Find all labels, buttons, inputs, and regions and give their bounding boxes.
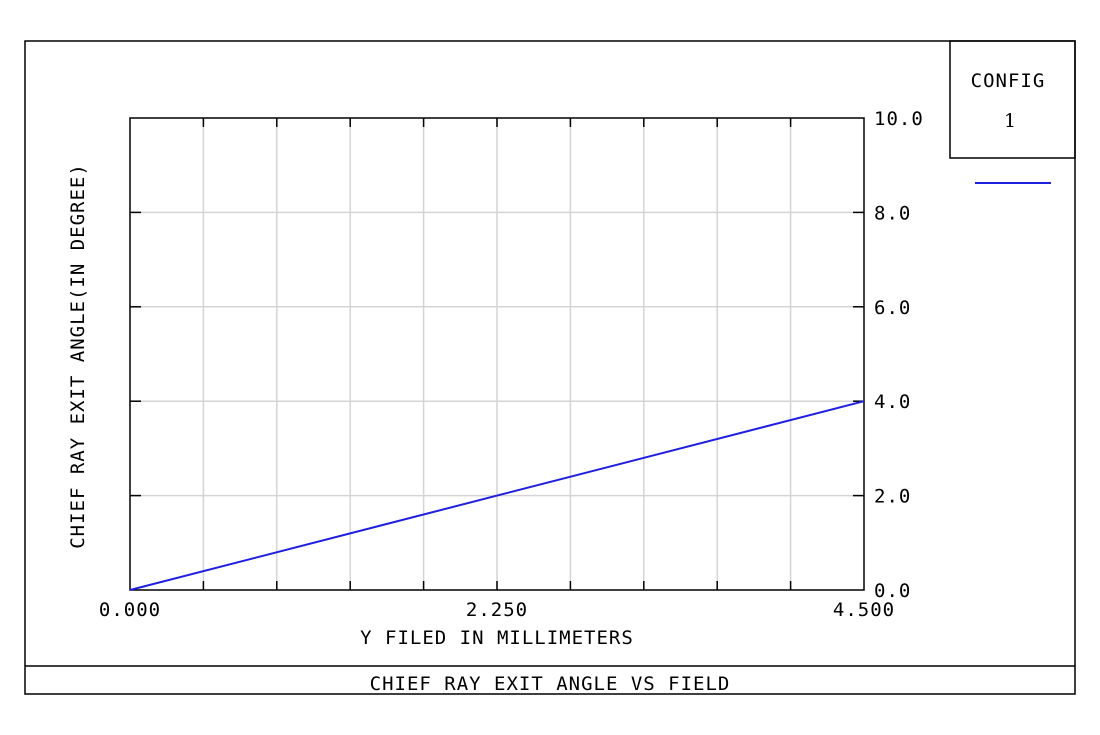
plot-area-border [129, 117, 865, 591]
y-tick-label: 6.0 [874, 297, 911, 319]
y-tick-label: 8.0 [874, 202, 911, 224]
outer-frame [24, 40, 1076, 695]
x-tick-labels: 0.000 2.250 4.500 [99, 599, 895, 621]
grid [130, 118, 864, 590]
series-line [129, 400, 865, 591]
x-tick-label: 2.250 [466, 599, 528, 621]
y-axis-label: CHIEF RAY EXIT ANGLE(IN DEGREE) [67, 163, 89, 549]
x-tick-label: 4.500 [833, 599, 895, 621]
y-tick-label: 10.0 [874, 108, 924, 130]
series [129, 400, 865, 591]
x-axis-label: Y FILED IN MILLIMETERS [360, 627, 634, 649]
y-tick-label: 2.0 [874, 486, 911, 508]
legend-heading: CONFIG [971, 70, 1046, 92]
ticks [130, 118, 864, 590]
legend: CONFIG 1 [949, 40, 1076, 184]
legend-box [949, 40, 1076, 159]
y-tick-label: 0.0 [874, 580, 911, 602]
x-tick-label: 0.000 [99, 599, 161, 621]
chart-title: CHIEF RAY EXIT ANGLE VS FIELD [370, 673, 731, 695]
y-tick-labels: 0.0 2.0 4.0 6.0 8.0 10.0 [874, 108, 924, 602]
y-tick-label: 4.0 [874, 391, 911, 413]
legend-config-number: 1 [1004, 110, 1016, 132]
